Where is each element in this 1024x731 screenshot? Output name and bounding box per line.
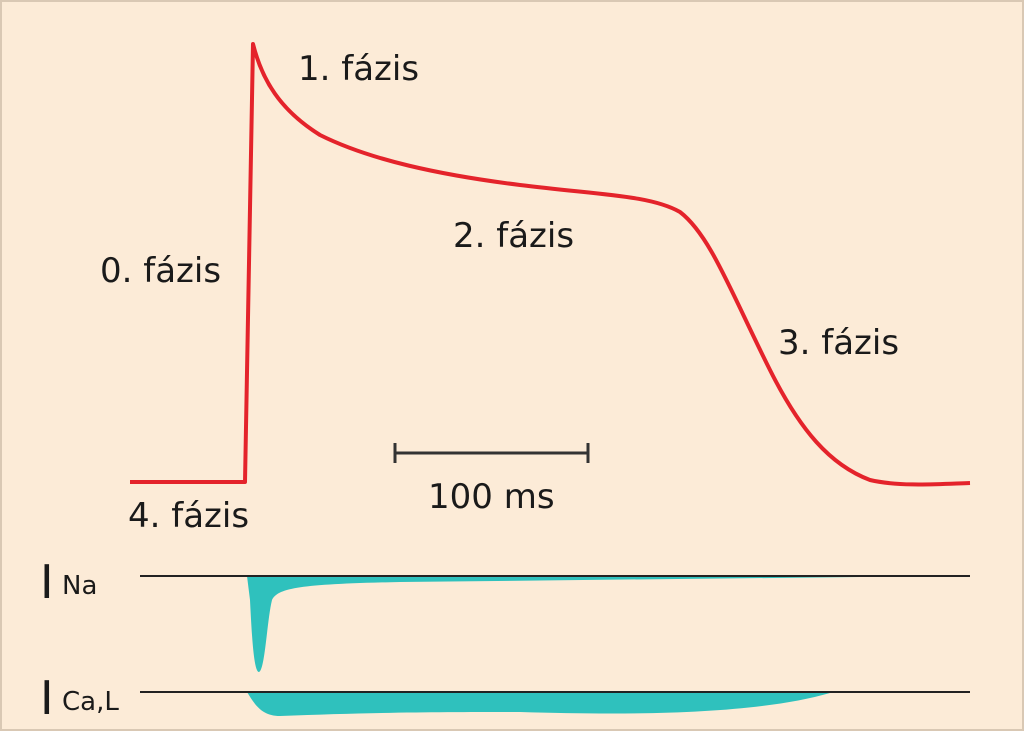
scale-bar-label: 100 ms xyxy=(428,477,555,517)
action-potential-curve xyxy=(130,42,971,487)
current-symbol: I xyxy=(40,671,54,725)
na-current-trace xyxy=(247,576,860,672)
phase-label: 2. fázis xyxy=(453,216,574,256)
current-subscript: Na xyxy=(62,571,97,601)
current-subscript: Ca,L xyxy=(62,687,119,717)
scale-bar xyxy=(393,443,590,463)
phase-label: 3. fázis xyxy=(778,323,899,363)
current-symbol: I xyxy=(40,555,54,609)
ca-current-trace xyxy=(247,692,830,716)
phase-label: 0. fázis xyxy=(100,251,221,291)
phase-label: 4. fázis xyxy=(128,496,249,536)
phase-label: 1. fázis xyxy=(298,49,419,89)
